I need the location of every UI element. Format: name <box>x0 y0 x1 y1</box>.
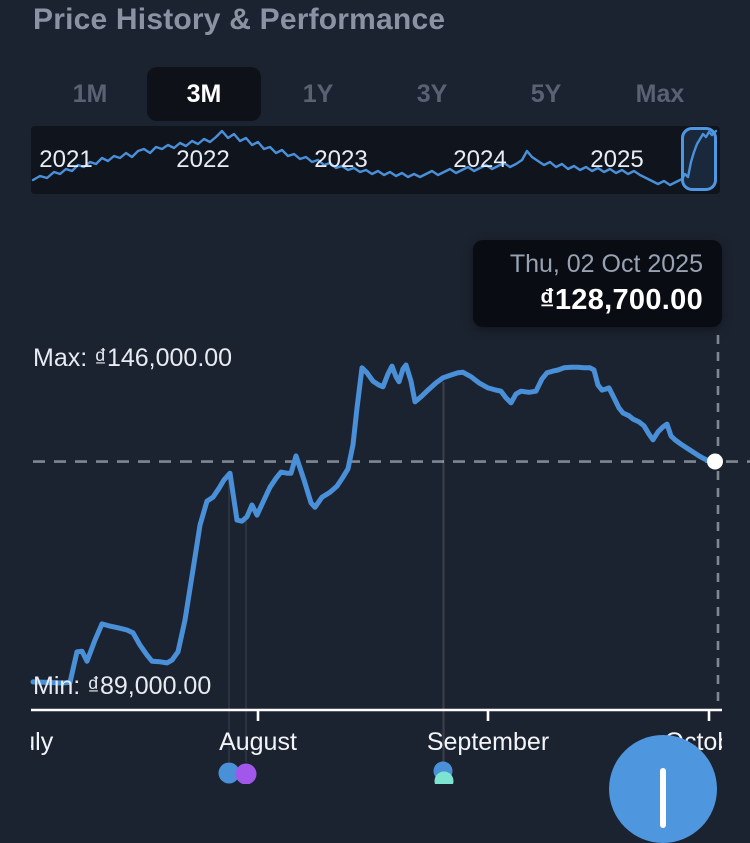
tab-3m[interactable]: 3M <box>147 67 261 121</box>
min-price-label: Min: ₫89,000.00 <box>33 672 212 700</box>
overview-year-label: 2021 <box>39 146 93 173</box>
tab-3y[interactable]: 3Y <box>416 79 448 108</box>
main-price-line <box>30 362 718 686</box>
fab-button[interactable] <box>609 735 717 843</box>
overview-year-label: 2023 <box>314 146 368 173</box>
overview-price-line <box>31 129 718 187</box>
overview-year-label: 2022 <box>176 146 230 173</box>
tooltip-price: ₫128,700.00 <box>539 284 703 316</box>
x-axis-label-august: August <box>219 728 297 756</box>
tab-max[interactable]: Max <box>635 79 685 108</box>
max-price-label: Max: ₫146,000.00 <box>33 344 233 372</box>
overview-years: 2021 2022 2023 2024 2025 <box>31 126 720 194</box>
tooltip-date: Thu, 02 Oct 2025 <box>509 250 703 278</box>
event-marker-blue[interactable] <box>218 762 240 784</box>
fab-icon <box>660 768 666 828</box>
tab-5y[interactable]: 5Y <box>530 79 562 108</box>
overview-year-label: 2025 <box>590 146 644 173</box>
range-selection-handle[interactable] <box>681 127 717 191</box>
overview-range-scrubber[interactable]: 2021 2022 2023 2024 2025 <box>31 126 720 194</box>
tab-1m[interactable]: 1M <box>72 79 108 108</box>
x-axis-labels: JulyAugustSeptemberOctober <box>31 728 722 760</box>
current-price-dot <box>707 453 723 470</box>
overview-year-label: 2024 <box>453 146 507 173</box>
x-axis-label-july: July <box>31 728 54 756</box>
event-marker-purple[interactable] <box>235 763 257 785</box>
time-range-tab-bar: 1M 3M 1Y 3Y 5Y Max <box>33 67 717 121</box>
x-axis-label-september: September <box>426 728 550 756</box>
chart-svg[interactable] <box>0 0 750 784</box>
event-marker-teal[interactable] <box>434 771 454 785</box>
page-title: Price History & Performance <box>33 3 446 36</box>
tab-1y[interactable]: 1Y <box>302 79 334 108</box>
price-tooltip: Thu, 02 Oct 2025 ₫128,700.00 <box>473 240 722 327</box>
